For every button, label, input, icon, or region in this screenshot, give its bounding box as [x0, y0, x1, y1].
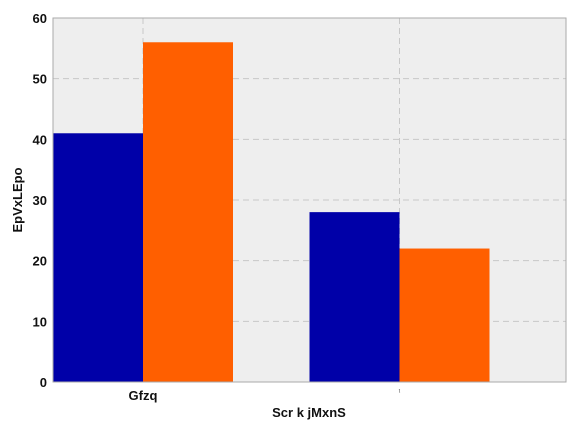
x-tick-labels: Gfzq ᵗ	[129, 388, 401, 403]
y-tick-label: 30	[33, 193, 47, 208]
plot-frame	[52, 17, 567, 383]
y-tick-label: 40	[33, 132, 47, 147]
y-tick-label: 10	[33, 314, 47, 329]
bar-layer	[53, 42, 490, 383]
y-tick-label: 50	[33, 72, 47, 87]
x-axis-label: Scr k jMxnS	[272, 405, 346, 420]
x-tick-label: ᵗ	[399, 389, 401, 396]
bar-series-2-1	[399, 248, 490, 382]
bar-series-2-0	[143, 42, 233, 383]
y-tick-label: 0	[40, 375, 47, 390]
y-tick-label: 20	[33, 254, 47, 269]
bar-series-1-0	[53, 133, 143, 382]
x-tick-label: Gfzq	[129, 388, 158, 403]
y-axis-label: EpVxLEpo	[10, 167, 25, 232]
bar-series-1-1	[309, 212, 400, 382]
y-tick-label: 60	[33, 11, 47, 26]
y-tick-labels: 0 10 20 30 40 50 60	[33, 11, 47, 390]
